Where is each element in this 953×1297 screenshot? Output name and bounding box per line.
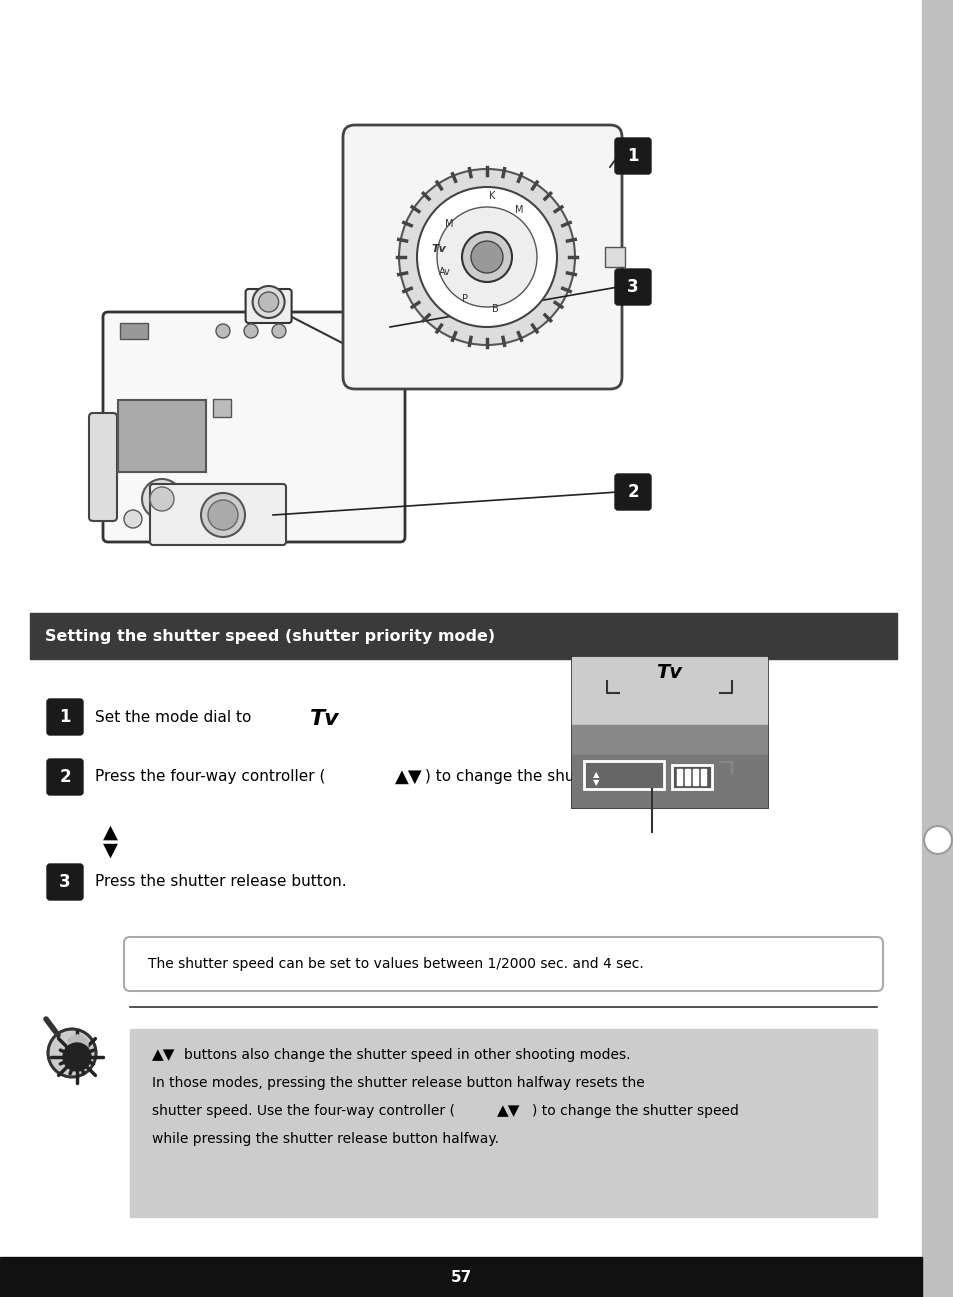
Text: 57: 57 <box>450 1270 471 1284</box>
Text: Setting the shutter speed (shutter priority mode): Setting the shutter speed (shutter prior… <box>45 629 495 643</box>
Text: M: M <box>444 219 453 230</box>
Text: ▲: ▲ <box>102 822 117 842</box>
Circle shape <box>253 287 284 318</box>
Text: Av: Av <box>438 267 451 278</box>
Bar <box>921 0 953 1297</box>
Text: 3: 3 <box>59 873 71 891</box>
Text: ) to change the shutter speed: ) to change the shutter speed <box>532 1104 739 1118</box>
FancyBboxPatch shape <box>89 412 117 521</box>
Bar <box>213 399 231 418</box>
Text: ▼: ▼ <box>102 840 117 860</box>
Text: 2: 2 <box>626 482 639 501</box>
FancyBboxPatch shape <box>47 699 83 735</box>
Bar <box>0 1257 921 1297</box>
Circle shape <box>68 1035 88 1054</box>
Text: shutter speed. Use the four-way controller (: shutter speed. Use the four-way controll… <box>152 1104 455 1118</box>
Text: P: P <box>461 294 468 303</box>
FancyBboxPatch shape <box>615 268 650 305</box>
Bar <box>572 658 766 725</box>
Text: ▲▼: ▲▼ <box>395 768 422 786</box>
FancyBboxPatch shape <box>343 125 621 389</box>
Circle shape <box>215 324 230 339</box>
Text: Tv: Tv <box>656 664 681 682</box>
FancyBboxPatch shape <box>47 759 83 795</box>
Circle shape <box>48 1029 96 1077</box>
Text: 2: 2 <box>59 768 71 786</box>
Circle shape <box>436 208 537 307</box>
Text: while pressing the shutter release button halfway.: while pressing the shutter release butto… <box>152 1132 498 1147</box>
Circle shape <box>201 493 245 537</box>
Text: 1: 1 <box>59 708 71 726</box>
Bar <box>677 769 681 785</box>
Text: B: B <box>491 303 497 314</box>
Circle shape <box>63 1043 91 1071</box>
Circle shape <box>244 324 257 339</box>
FancyBboxPatch shape <box>245 289 292 323</box>
Circle shape <box>142 479 182 519</box>
Bar <box>572 658 766 807</box>
Bar <box>671 765 711 789</box>
Text: Press the four-way controller (: Press the four-way controller ( <box>95 769 325 785</box>
Bar <box>572 755 766 807</box>
Text: 3: 3 <box>626 278 639 296</box>
Text: M: M <box>515 205 522 215</box>
Bar <box>583 761 663 789</box>
Bar <box>684 769 689 785</box>
Text: Set the mode dial to: Set the mode dial to <box>95 709 251 725</box>
Text: ▲: ▲ <box>592 770 598 779</box>
Circle shape <box>416 187 557 327</box>
Circle shape <box>471 241 502 272</box>
Bar <box>700 769 705 785</box>
Circle shape <box>272 324 286 339</box>
FancyBboxPatch shape <box>124 936 882 991</box>
Text: Tv: Tv <box>310 709 339 729</box>
Circle shape <box>150 486 173 511</box>
Bar <box>120 323 148 339</box>
Circle shape <box>208 501 237 530</box>
Circle shape <box>258 292 278 313</box>
Text: Tv: Tv <box>431 244 446 254</box>
Text: ▲▼: ▲▼ <box>497 1104 520 1118</box>
FancyBboxPatch shape <box>615 473 650 510</box>
Circle shape <box>398 169 575 345</box>
Text: K: K <box>488 191 495 201</box>
Text: The shutter speed can be set to values between 1/2000 sec. and 4 sec.: The shutter speed can be set to values b… <box>148 957 643 971</box>
Bar <box>30 613 896 659</box>
Bar <box>692 769 698 785</box>
Circle shape <box>124 510 142 528</box>
Text: 1: 1 <box>626 147 639 165</box>
Text: ▲▼: ▲▼ <box>152 1048 175 1062</box>
Bar <box>118 399 206 472</box>
Circle shape <box>923 826 951 853</box>
Bar <box>604 246 624 267</box>
Circle shape <box>461 232 512 281</box>
Text: Press the shutter release button.: Press the shutter release button. <box>95 874 346 890</box>
FancyBboxPatch shape <box>103 313 405 542</box>
FancyBboxPatch shape <box>615 137 650 174</box>
Bar <box>130 1029 876 1217</box>
FancyBboxPatch shape <box>47 864 83 900</box>
FancyBboxPatch shape <box>150 484 286 545</box>
Text: In those modes, pressing the shutter release button halfway resets the: In those modes, pressing the shutter rel… <box>152 1077 644 1089</box>
Text: ▼: ▼ <box>592 778 598 787</box>
Text: ) to change the shutter speed.: ) to change the shutter speed. <box>424 769 658 785</box>
Bar <box>572 725 766 755</box>
Text: buttons also change the shutter speed in other shooting modes.: buttons also change the shutter speed in… <box>184 1048 630 1062</box>
